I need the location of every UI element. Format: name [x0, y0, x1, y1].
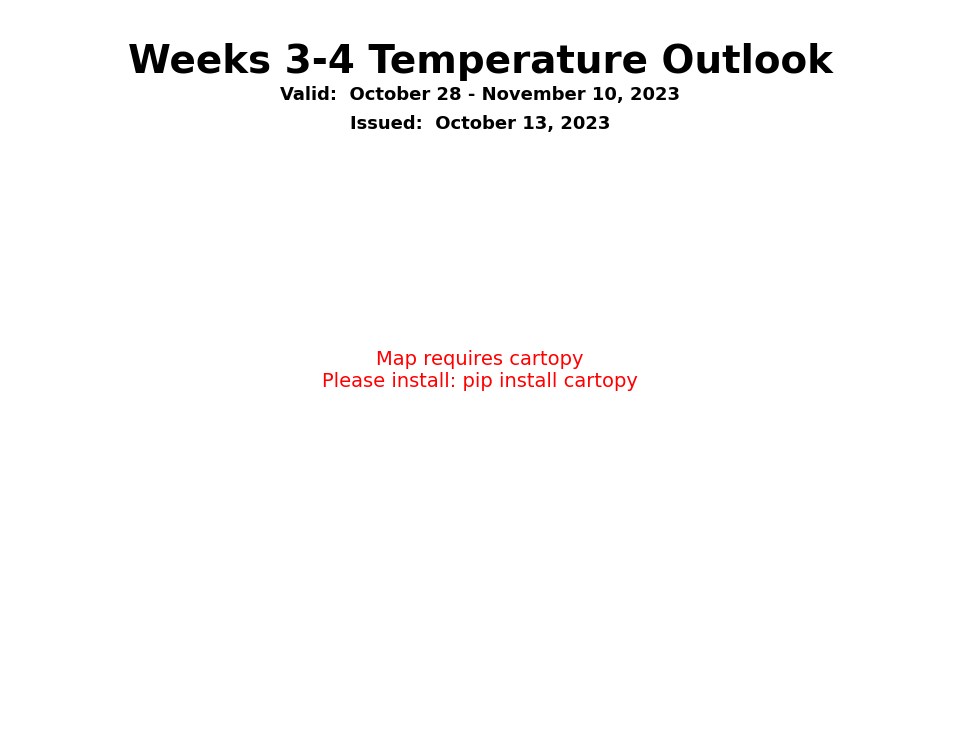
Text: Map requires cartopy
Please install: pip install cartopy: Map requires cartopy Please install: pip… [322, 350, 638, 391]
Text: Issued:  October 13, 2023: Issued: October 13, 2023 [349, 115, 611, 133]
Text: Weeks 3-4 Temperature Outlook: Weeks 3-4 Temperature Outlook [128, 44, 832, 82]
Text: Valid:  October 28 - November 10, 2023: Valid: October 28 - November 10, 2023 [280, 86, 680, 104]
